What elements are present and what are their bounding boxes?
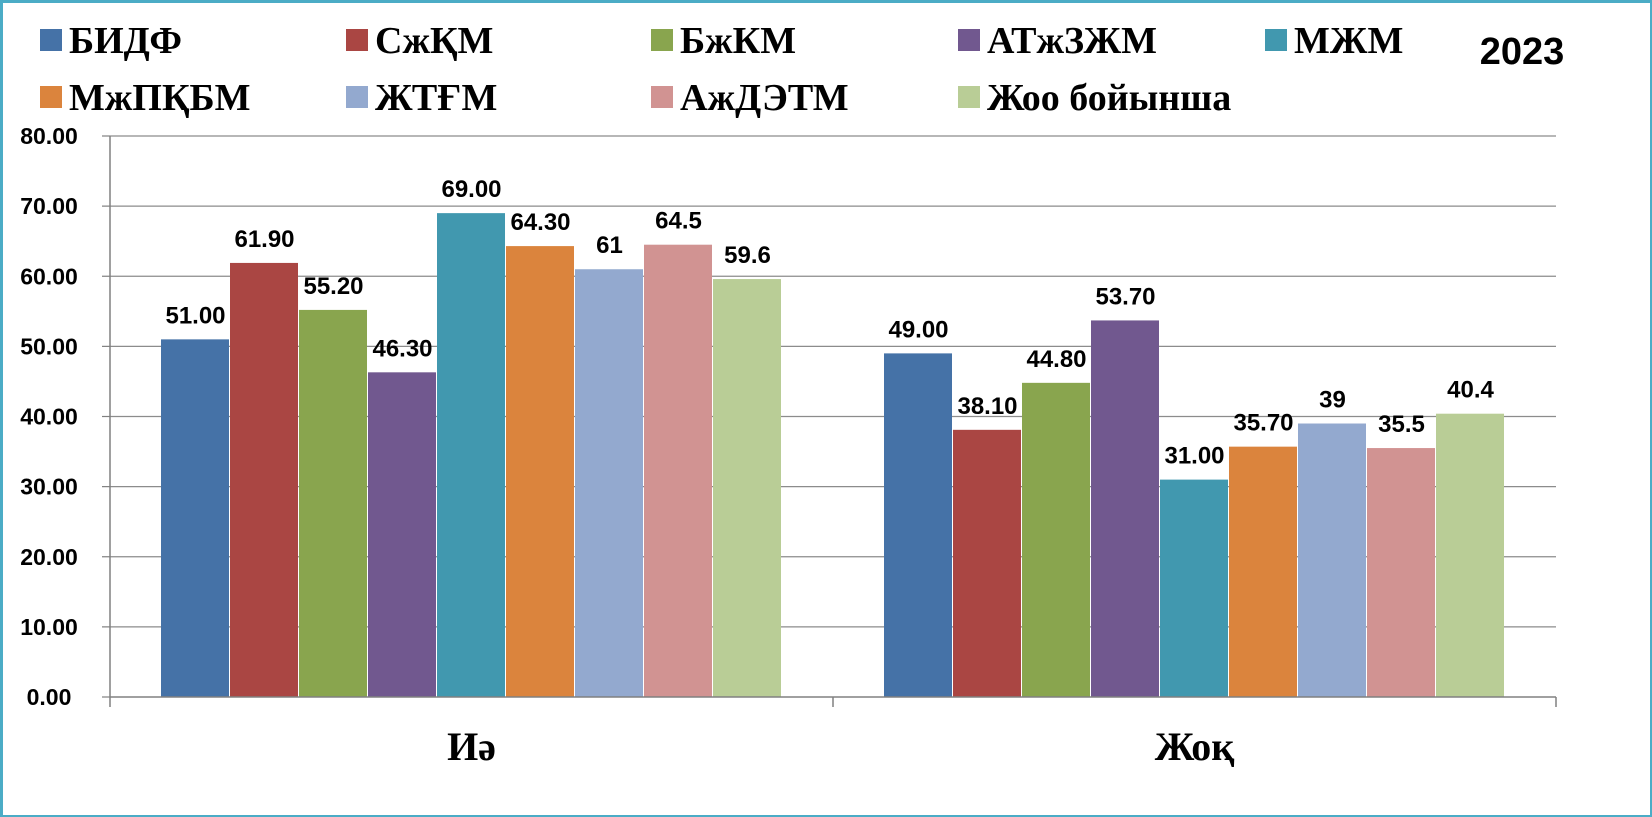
bar [161, 339, 229, 697]
x-category-label: Жоқ [1155, 724, 1235, 769]
bars [161, 213, 1504, 697]
legend-label: АТжЗЖМ [987, 20, 1157, 62]
bar [230, 262, 298, 697]
data-label: 35.5 [1378, 411, 1425, 438]
legend-swatch [1265, 29, 1287, 51]
y-axis-ticks: 0.00 10.00 20.00 30.00 40.00 50.00 60.00 70.00 8… [20, 123, 78, 710]
data-label: 44.80 [1026, 346, 1086, 373]
bar [1160, 479, 1228, 697]
data-label: 39 [1319, 387, 1346, 414]
data-labels: 51.00 61.90 55.20 46.30 69.00 64.30 61 64.5 59.6… [165, 176, 1494, 469]
bar [644, 244, 712, 697]
bar [1298, 423, 1366, 697]
y-tick-label: 80.00 [20, 123, 78, 149]
x-category-label: Иә [447, 724, 496, 769]
legend-swatch [40, 29, 62, 51]
legend-label: БжКМ [680, 20, 796, 62]
data-label: 55.20 [303, 273, 363, 300]
data-label: 51.00 [165, 302, 225, 329]
data-label: 61 [596, 232, 623, 259]
legend-label: МЖМ [1294, 20, 1403, 62]
legend: БИДФ СжҚМ БжКМ АТжЗЖМ МЖМ МжПҚБМ ЖТҒМ АжДЭТМ Жоо… [40, 20, 1403, 119]
data-label: 49.00 [888, 316, 948, 343]
y-tick-label: 70.00 [20, 193, 78, 219]
data-label: 35.70 [1233, 410, 1293, 437]
bar [506, 246, 574, 697]
legend-label: АжДЭТМ [680, 77, 849, 119]
y-tick-label: 40.00 [20, 404, 78, 430]
data-label: 64.30 [510, 209, 570, 236]
bar [884, 353, 952, 697]
bar [1436, 413, 1504, 697]
y-tick-label: 10.00 [20, 614, 78, 640]
data-label: 31.00 [1164, 443, 1224, 470]
data-label: 38.10 [957, 393, 1017, 420]
legend-label: МжПҚБМ [69, 77, 251, 119]
legend-label: Жоо бойынша [987, 77, 1231, 119]
bar [1367, 448, 1435, 697]
bar [368, 372, 436, 697]
bar [575, 269, 643, 697]
bar [953, 429, 1021, 697]
legend-swatch [958, 86, 980, 108]
legend-swatch [346, 29, 368, 51]
legend-swatch [651, 86, 673, 108]
bar [299, 309, 367, 697]
bar [1091, 320, 1159, 697]
data-label: 61.90 [234, 226, 294, 253]
year-annotation: 2023 [1480, 31, 1565, 73]
y-tick-label: 20.00 [20, 544, 78, 570]
y-tick-label: 50.00 [20, 333, 78, 359]
legend-swatch [40, 86, 62, 108]
bar [437, 213, 505, 697]
legend-swatch [958, 29, 980, 51]
legend-label: ЖТҒМ [375, 77, 497, 119]
y-tick-label: 0.00 [27, 684, 72, 710]
y-tick-label: 30.00 [20, 474, 78, 500]
legend-label: БИДФ [69, 20, 182, 62]
legend-swatch [651, 29, 673, 51]
legend-swatch [346, 86, 368, 108]
axes [109, 136, 1557, 707]
x-axis-categories: Иә Жоқ [447, 724, 1234, 769]
data-label: 64.5 [655, 208, 702, 235]
data-label: 46.30 [372, 335, 432, 362]
bar [1022, 382, 1090, 697]
data-label: 40.4 [1447, 377, 1494, 404]
data-label: 53.70 [1095, 283, 1155, 310]
data-label: 69.00 [441, 176, 501, 203]
bar [1229, 446, 1297, 697]
data-label: 59.6 [724, 242, 771, 269]
legend-label: СжҚМ [375, 20, 493, 62]
bar [713, 279, 781, 697]
y-tick-label: 60.00 [20, 263, 78, 289]
